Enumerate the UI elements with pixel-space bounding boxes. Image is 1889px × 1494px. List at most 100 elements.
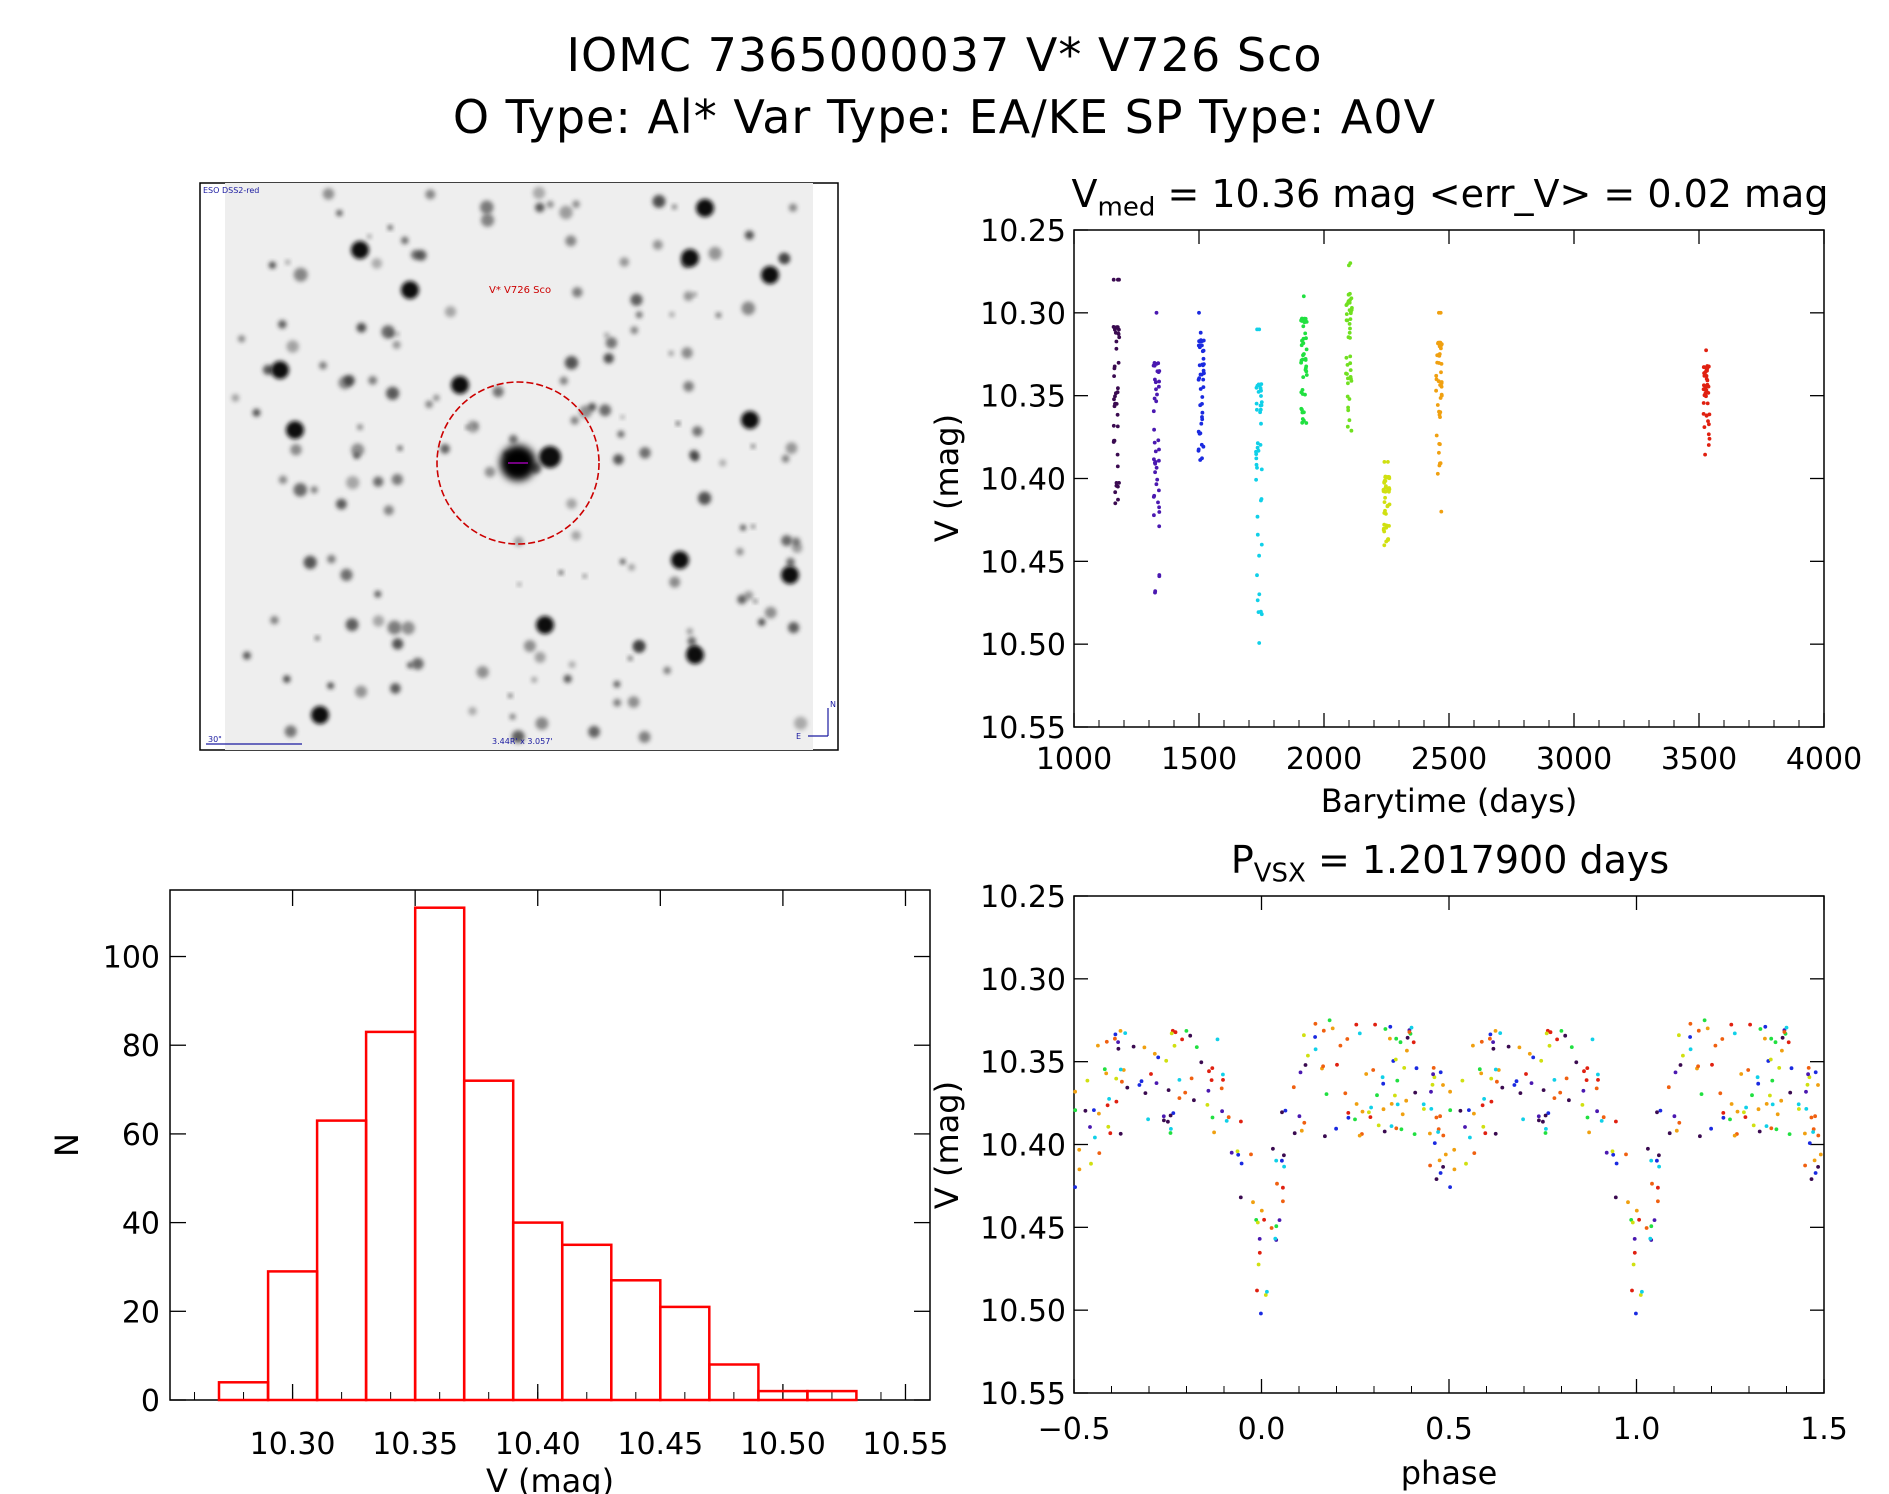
ph-point	[1581, 1088, 1586, 1093]
ph-point	[1434, 1177, 1439, 1181]
ph-point	[1816, 1083, 1820, 1087]
sky-star	[285, 259, 291, 265]
ph-point	[1705, 1026, 1710, 1031]
sky-star	[293, 483, 308, 497]
sky-star	[757, 618, 766, 626]
sky-star	[737, 594, 747, 605]
sky-star	[286, 340, 299, 353]
lc-point	[1255, 514, 1260, 519]
lc-point	[1384, 539, 1389, 544]
lc-point	[1381, 528, 1386, 532]
ph-point	[1334, 1126, 1338, 1131]
ph-point	[1346, 1115, 1351, 1120]
ph-point	[1219, 1086, 1224, 1091]
lightcurve-ylabel: V (mag)	[928, 414, 966, 542]
ph-point	[1804, 1107, 1809, 1111]
lc-point	[1117, 335, 1122, 340]
ph-point	[1335, 1062, 1339, 1067]
lc-point	[1197, 345, 1202, 350]
lc-point	[1256, 382, 1261, 387]
lc-point	[1197, 363, 1202, 368]
lc-point	[1154, 387, 1158, 392]
lc-point	[1153, 461, 1158, 466]
ph-point	[1807, 1141, 1812, 1145]
ph-point	[1630, 1220, 1635, 1225]
lc-point	[1348, 261, 1353, 265]
ph-point	[1496, 1068, 1501, 1072]
lc-point	[1157, 369, 1162, 373]
lc-point	[1439, 392, 1444, 397]
hist-bar	[561, 1243, 613, 1402]
ph-point	[1282, 1164, 1286, 1169]
sky-star	[619, 558, 626, 565]
histogram-bars	[217, 906, 858, 1402]
ph-point	[1162, 1118, 1166, 1123]
ph-point	[1732, 1031, 1737, 1036]
lc-point	[1437, 463, 1442, 468]
ph-point	[1434, 1115, 1439, 1120]
lc-point	[1301, 341, 1306, 346]
lc-point	[1259, 394, 1263, 398]
ph-point	[1353, 1117, 1357, 1122]
ph-point	[1755, 1075, 1760, 1080]
sky-star	[781, 454, 790, 463]
sky-survey-label: ESO DSS2-red	[203, 186, 259, 195]
hist-xtick-label: 10.30	[250, 1427, 336, 1462]
ph-point	[1564, 1076, 1569, 1081]
sky-star	[284, 725, 297, 738]
ph-point	[1429, 1107, 1434, 1111]
ph-point	[1281, 1199, 1285, 1204]
lc-point	[1201, 363, 1205, 368]
ph-point	[1610, 1149, 1615, 1154]
ph-point	[1172, 1043, 1177, 1048]
sky-star	[511, 730, 525, 744]
ph-point	[1631, 1262, 1636, 1267]
lc-point	[1304, 369, 1309, 374]
lc-point	[1303, 357, 1308, 361]
ph-point	[1226, 1115, 1231, 1120]
lc-point	[1255, 407, 1259, 412]
lc-xtick-label: 1500	[1161, 742, 1237, 777]
ph-point	[1657, 1153, 1661, 1158]
lc-point	[1348, 298, 1352, 302]
lc-point	[1200, 349, 1205, 354]
sky-star	[444, 306, 457, 318]
ph-point	[1482, 1097, 1486, 1101]
ph-point	[1302, 1033, 1306, 1038]
ph-point	[1744, 1105, 1748, 1110]
ph-point	[1259, 1311, 1263, 1316]
lc-point	[1706, 443, 1711, 447]
ph-point	[1168, 1131, 1173, 1135]
lc-point	[1154, 399, 1159, 404]
ph-point	[1249, 1152, 1253, 1157]
ph-point	[1360, 1109, 1365, 1114]
lc-point	[1437, 450, 1441, 455]
sky-star	[290, 444, 302, 456]
ph-point	[1541, 1088, 1546, 1092]
ph-point	[1548, 1030, 1553, 1035]
ph-point	[1630, 1288, 1634, 1293]
compass-north-label: N	[830, 700, 836, 709]
hist-xtick-label: 10.50	[740, 1427, 826, 1462]
lc-point	[1437, 412, 1442, 417]
sky-star-bright	[781, 566, 799, 584]
ph-point	[1357, 1133, 1362, 1138]
ph-point	[1558, 1090, 1563, 1095]
sky-fov-label: 3.44R' x 3.057'	[492, 737, 553, 746]
sky-star	[744, 590, 754, 601]
ph-point	[1742, 1110, 1746, 1115]
ph-point	[1169, 1031, 1174, 1036]
sky-star	[508, 434, 518, 444]
hist-ytick-label: 100	[103, 941, 160, 976]
lc-point	[1113, 394, 1117, 399]
lightcurve-ticks: 1000 1500 2000 2500 3000 3500 4000 10.25 10.30 10…	[980, 214, 1862, 777]
ph-point	[1495, 1079, 1499, 1084]
phased-points	[1073, 1018, 1823, 1316]
ph-point	[1729, 1102, 1734, 1106]
lc-point	[1439, 509, 1444, 514]
ph-point	[1275, 1181, 1279, 1186]
ph-point	[1775, 1112, 1780, 1117]
sky-star	[566, 498, 577, 510]
ph-point	[1769, 1036, 1774, 1041]
ph-point	[1413, 1090, 1418, 1095]
